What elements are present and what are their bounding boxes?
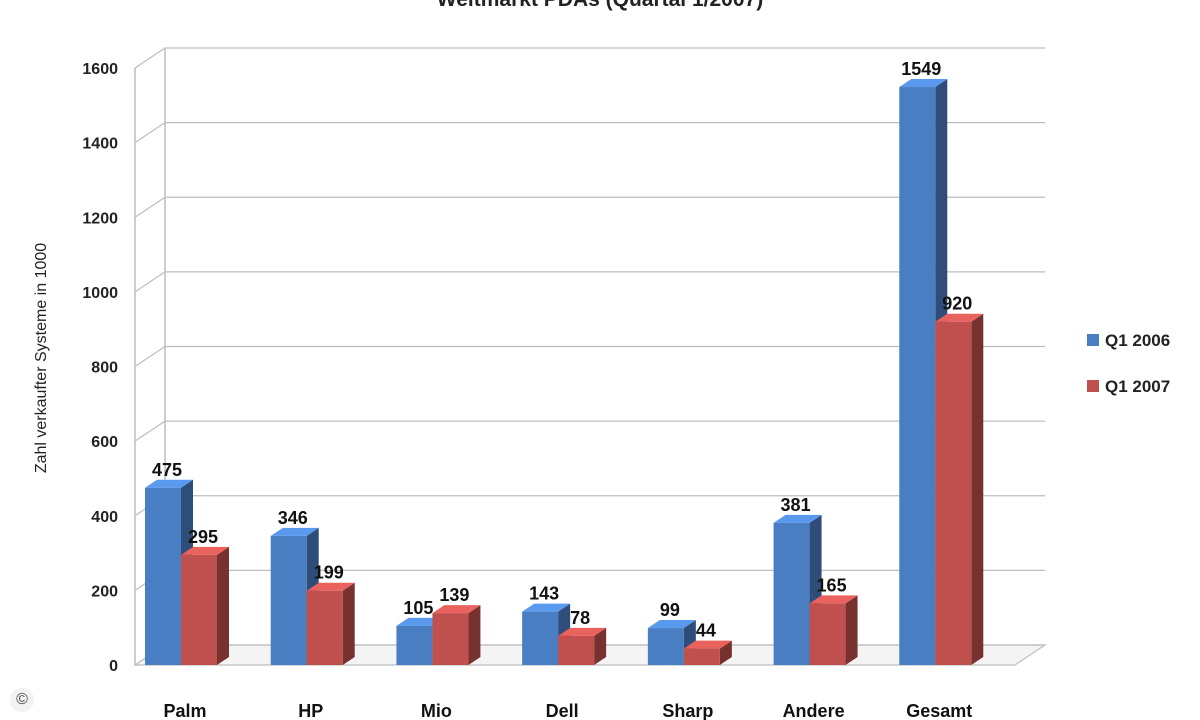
bar-andere-series-2: [809, 595, 858, 665]
bar-side-face: [971, 313, 984, 665]
bar-side-face: [594, 627, 607, 665]
copyright-icon: ©: [10, 688, 34, 712]
data-label: 78: [570, 608, 590, 628]
gridline-side: [134, 196, 166, 218]
y-axis-ticks: 0 200 400 600 800 1000 1200 1400 1600: [82, 61, 118, 675]
bar-front-face: [145, 487, 181, 665]
bar-top-face: [181, 546, 229, 555]
bar-front-face: [683, 648, 720, 665]
bar-side-face: [342, 582, 355, 665]
x-tick-label: Mio: [421, 701, 452, 720]
gridline-side: [134, 122, 166, 144]
chart-title: Weltmarkt PDAs (Quartal 1/2007): [0, 0, 1200, 12]
bar-top-face: [432, 605, 481, 614]
y-tick-label: 400: [91, 509, 118, 526]
x-tick-label: Dell: [546, 701, 579, 720]
bar-top-face: [647, 620, 696, 629]
gridline-side: [134, 346, 166, 367]
bar-front-face: [432, 613, 469, 665]
bar-mio-series-2: [432, 605, 481, 665]
data-label: 143: [529, 584, 559, 604]
data-label: 165: [817, 575, 847, 595]
y-axis-label: Zahl verkaufter Systeme in 1000: [33, 243, 50, 473]
bar-top-face: [522, 603, 571, 612]
bar-side-face: [845, 595, 858, 665]
legend-label: Q1 2006: [1105, 331, 1170, 350]
x-tick-label: Sharp: [662, 701, 713, 720]
data-label: 381: [781, 495, 811, 515]
bar-front-face: [773, 522, 810, 665]
y-tick-label: 1200: [82, 210, 118, 227]
data-label: 1549: [901, 59, 941, 79]
data-label: 44: [696, 621, 716, 641]
gridline-side: [134, 47, 166, 69]
x-tick-label: Andere: [783, 701, 845, 720]
bar-front-face: [647, 628, 684, 665]
bar-front-face: [809, 603, 846, 665]
y-tick-label: 0: [109, 658, 118, 675]
bar-top-face: [683, 640, 732, 649]
bars: [145, 79, 984, 666]
bar-front-face: [270, 535, 307, 665]
bar-gesamt-series-2: [935, 313, 984, 665]
x-tick-label: Gesamt: [906, 701, 972, 720]
bar-side-face: [217, 546, 229, 665]
bar-top-face: [935, 313, 984, 322]
data-label: 475: [152, 460, 182, 480]
bar-top-face: [558, 627, 607, 636]
bar-side-face: [468, 605, 481, 665]
y-tick-label: 600: [91, 434, 118, 451]
bar-hp-series-2: [306, 582, 355, 665]
bar-front-face: [396, 625, 433, 665]
y-tick-label: 1400: [82, 136, 118, 153]
bar-top-face: [809, 595, 858, 604]
data-label: 105: [403, 598, 433, 618]
bar-front-face: [935, 321, 972, 665]
y-tick-label: 800: [91, 360, 118, 377]
legend-label: Q1 2007: [1105, 377, 1170, 396]
data-label: 346: [278, 508, 308, 528]
x-axis-ticks: Palm HP Mio Dell Sharp Andere Gesamt: [163, 701, 972, 720]
x-tick-label: Palm: [163, 701, 206, 720]
y-tick-label: 200: [91, 583, 118, 600]
x-tick-label: HP: [298, 701, 323, 720]
bar-top-face: [773, 514, 822, 523]
bar-top-face: [306, 582, 355, 591]
legend-swatch: [1087, 334, 1099, 346]
bar-front-face: [899, 87, 936, 666]
bar-dell-series-2: [558, 627, 607, 665]
bar-top-face: [145, 479, 193, 488]
legend: Q1 2006 Q1 2007: [1087, 331, 1170, 396]
legend-swatch: [1087, 380, 1099, 392]
y-tick-label: 1000: [82, 285, 118, 302]
data-label: 139: [439, 585, 469, 605]
data-label: 295: [188, 527, 218, 547]
data-label: 920: [942, 294, 972, 314]
bar-front-face: [522, 611, 559, 665]
bar-palm-series-2: [181, 546, 229, 665]
bar-front-face: [181, 554, 217, 665]
bar-top-face: [270, 527, 319, 536]
data-label: 99: [660, 600, 680, 620]
bar-side-face: [719, 640, 732, 665]
bar-andere-series-1: [773, 514, 822, 665]
gridline-side: [134, 271, 166, 293]
gridline-side: [134, 420, 166, 442]
bar-front-face: [306, 590, 343, 665]
bar-top-face: [899, 79, 948, 88]
y-tick-label: 1600: [82, 61, 118, 78]
data-label: 199: [314, 563, 344, 583]
bar-front-face: [558, 635, 595, 665]
data-labels: 475 295 346 199 105 139 143 78 99 44 381 165 1549 920: [152, 59, 972, 641]
bar-sharp-series-2: [683, 640, 732, 665]
